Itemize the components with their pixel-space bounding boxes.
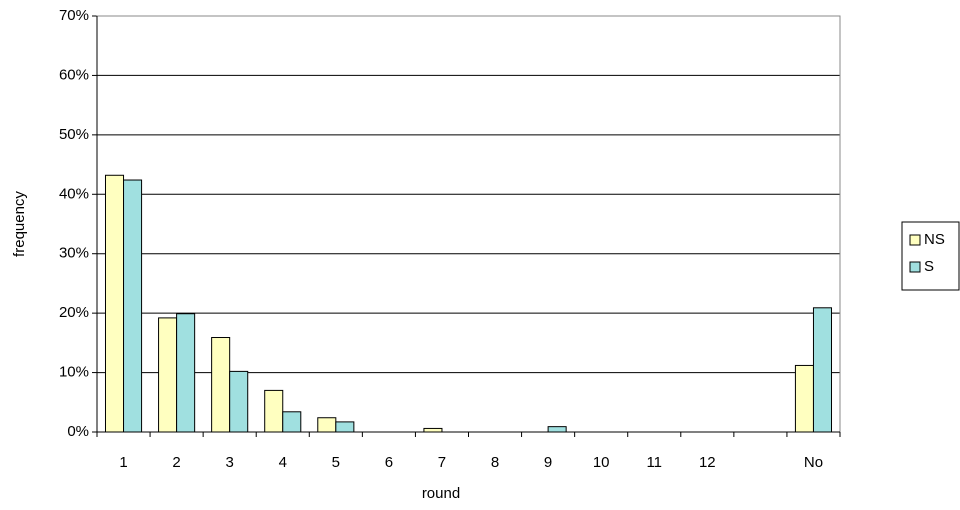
x-tick-label: 9: [544, 454, 552, 471]
x-tick-label: 1: [119, 454, 127, 471]
bar: [317, 417, 337, 433]
y-tick-label: 20%: [59, 304, 89, 321]
y-tick-label: 30%: [59, 245, 89, 262]
bar: [282, 411, 302, 433]
y-tick-label: 70%: [59, 7, 89, 24]
y-tick-label: 0%: [67, 423, 89, 440]
y-tick-label: 40%: [59, 185, 89, 202]
bar: [547, 426, 567, 433]
bar: [229, 370, 249, 433]
x-tick-label: No: [804, 454, 823, 471]
x-tick-label: 3: [226, 454, 234, 471]
x-tick-label: 7: [438, 454, 446, 471]
bar: [176, 313, 196, 433]
bar: [335, 421, 355, 433]
x-tick-label: 12: [699, 454, 716, 471]
bar: [423, 427, 443, 433]
bar: [123, 179, 143, 433]
bar: [211, 337, 231, 433]
plot-frame: [96, 15, 841, 433]
legend-swatch: [909, 234, 921, 246]
x-tick-label: 4: [279, 454, 287, 471]
x-tick-label: 11: [646, 454, 662, 471]
x-tick-label: 8: [491, 454, 499, 471]
y-tick-label: 10%: [59, 364, 89, 381]
legend-label: NS: [924, 231, 945, 248]
x-tick-label: 5: [332, 454, 340, 471]
legend-swatch: [909, 261, 921, 273]
bar: [264, 389, 284, 433]
x-tick-label: 2: [172, 454, 180, 471]
legend-label: S: [924, 258, 934, 275]
legend-box: [901, 221, 960, 291]
bar: [104, 174, 125, 433]
bar: [794, 364, 814, 433]
y-tick-label: 50%: [59, 126, 89, 143]
bar: [812, 307, 833, 433]
x-tick-label: 10: [593, 454, 610, 471]
x-axis-title: round: [422, 485, 460, 502]
bar: [158, 317, 178, 433]
y-axis-title: frequency: [11, 191, 28, 257]
x-tick-label: 6: [385, 454, 393, 471]
y-tick-label: 60%: [59, 66, 89, 83]
